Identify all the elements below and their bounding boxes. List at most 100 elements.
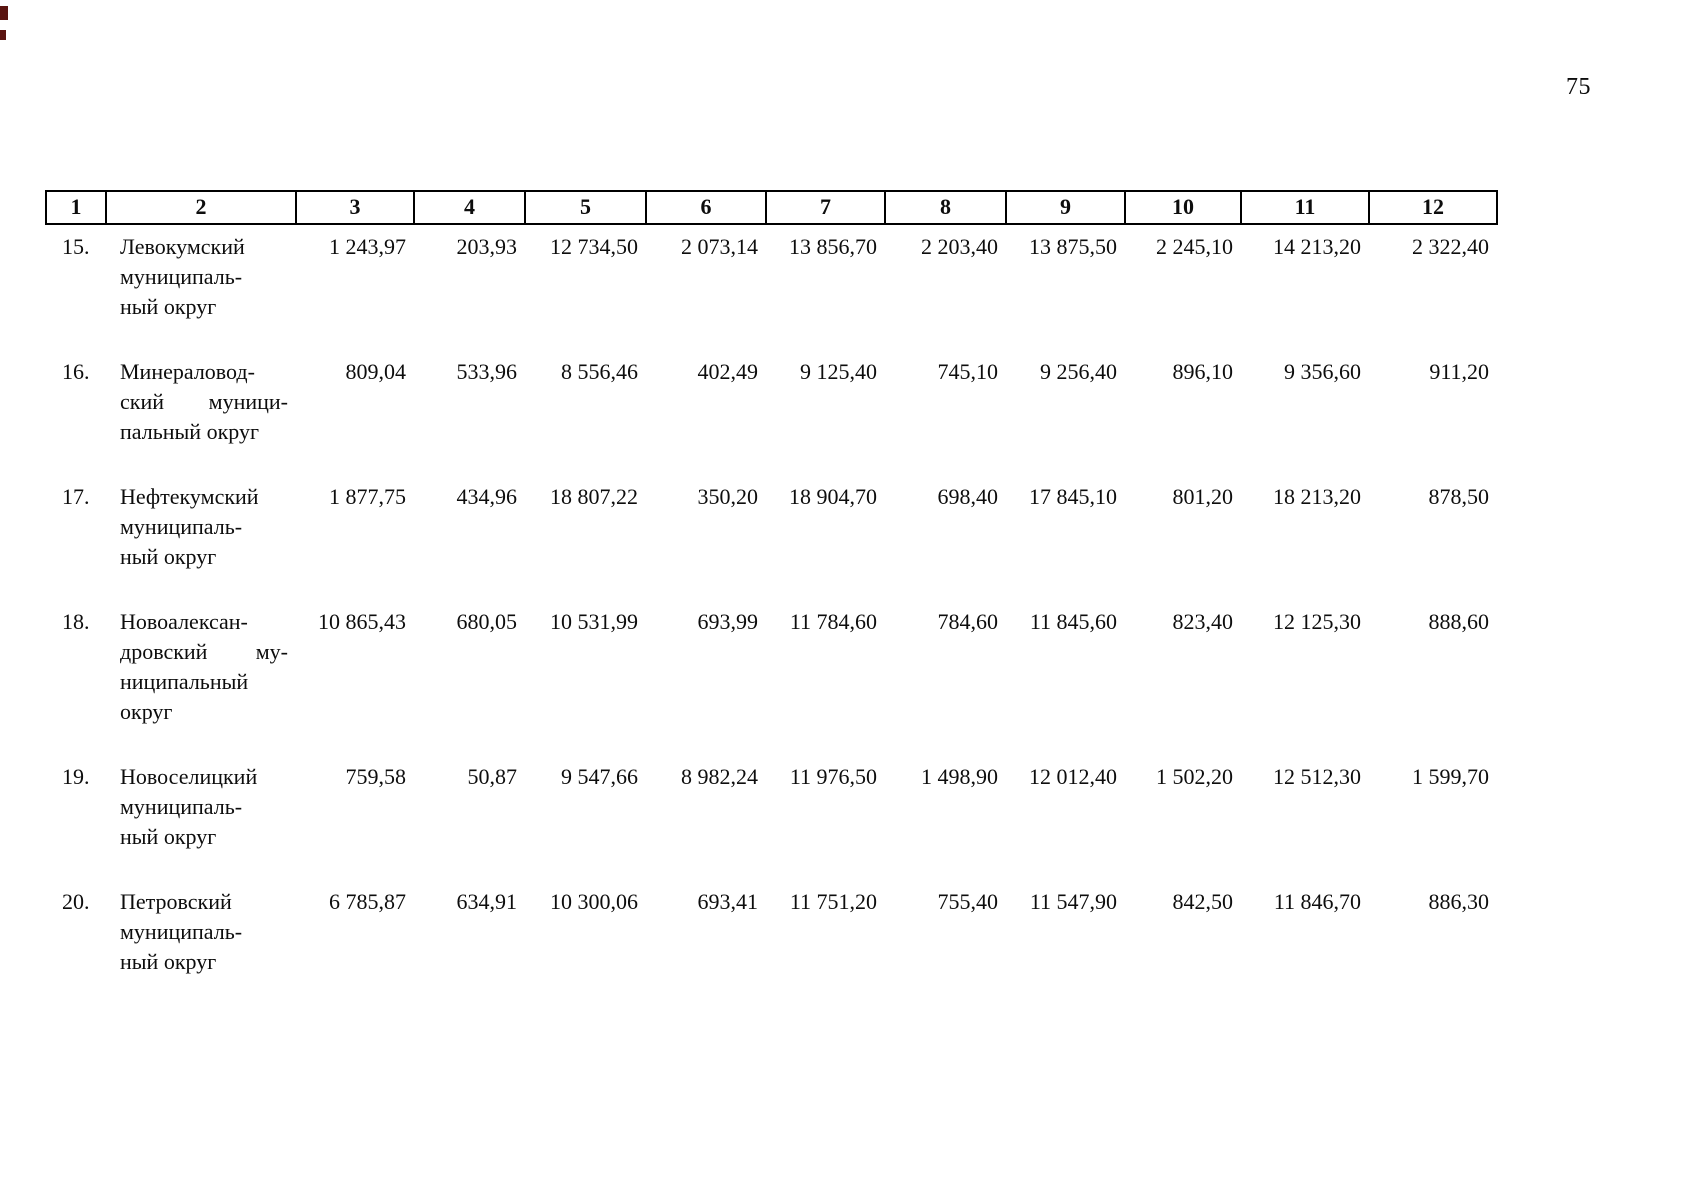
value-cell-col-3: 1 877,75 xyxy=(329,484,406,509)
value-cell-col-5: 10 531,99 xyxy=(550,609,638,634)
value-cell-col-8: 1 498,90 xyxy=(921,764,998,789)
district-name: Нефтекумский муниципаль-ный округ xyxy=(106,475,296,600)
value-cell-col-9: 17 845,10 xyxy=(1029,484,1117,509)
district-name-line: муниципаль- xyxy=(120,264,243,289)
row-number: 19. xyxy=(62,764,90,789)
value-cell-col-4: 50,87 xyxy=(467,764,518,789)
district-name: Новоселицкий муниципаль-ный округ xyxy=(106,755,296,880)
value-cell-col-12: 886,30 xyxy=(1428,889,1490,914)
district-name: Минераловод-ский муници-пальный округ xyxy=(106,350,296,475)
header-cell-11: 11 xyxy=(1240,190,1370,225)
value-cell-col-12: 1 599,70 xyxy=(1412,764,1489,789)
value-cell-col-6: 350,20 xyxy=(697,484,759,509)
header-cell-8: 8 xyxy=(884,190,1007,225)
header-cell-7: 7 xyxy=(765,190,886,225)
value-cell-col-6: 2 073,14 xyxy=(681,234,758,259)
district-name-line: округ xyxy=(120,699,173,724)
value-cell-col-11: 11 846,70 xyxy=(1273,889,1361,914)
value-cell-col-5: 9 547,66 xyxy=(561,764,638,789)
district-name-line: дровский му- xyxy=(120,639,288,664)
value-cell-col-8: 2 203,40 xyxy=(921,234,998,259)
table-body: 15. Левокумский муниципаль-ный округ 1 243,… xyxy=(46,224,1497,1005)
header-cell-10: 10 xyxy=(1124,190,1242,225)
table-row: 20. Петровский муниципаль-ный округ 6 785,8… xyxy=(46,880,1497,1005)
scan-artifact xyxy=(0,6,8,20)
header-cell-3: 3 xyxy=(295,190,415,225)
district-name-line: Левокумский xyxy=(120,234,245,259)
value-cell-col-12: 2 322,40 xyxy=(1412,234,1489,259)
value-cell-col-12: 888,60 xyxy=(1428,609,1490,634)
value-cell-col-6: 8 982,24 xyxy=(681,764,758,789)
value-cell-col-10: 842,50 xyxy=(1172,889,1234,914)
table-row: 16. Минераловод-ский муници-пальный округ… xyxy=(46,350,1497,475)
district-name-line: муниципаль- xyxy=(120,514,243,539)
value-cell-col-7: 11 784,60 xyxy=(789,609,877,634)
district-name: Петровский муниципаль-ный округ xyxy=(106,880,296,1005)
header-cell-6: 6 xyxy=(645,190,767,225)
row-number: 20. xyxy=(62,889,90,914)
value-cell-col-8: 755,40 xyxy=(937,889,999,914)
district-name: Новоалексан-дровский му-ниципальный округ xyxy=(106,600,296,755)
value-cell-col-6: 402,49 xyxy=(697,359,759,384)
value-cell-col-11: 9 356,60 xyxy=(1284,359,1361,384)
district-name: Левокумский муниципаль-ный округ xyxy=(106,224,296,350)
value-cell-col-9: 11 547,90 xyxy=(1029,889,1117,914)
row-number: 18. xyxy=(62,609,90,634)
value-cell-col-5: 10 300,06 xyxy=(550,889,638,914)
value-cell-col-10: 1 502,20 xyxy=(1156,764,1233,789)
value-cell-col-8: 784,60 xyxy=(937,609,999,634)
table-row: 17. Нефтекумский муниципаль-ный округ 1 877… xyxy=(46,475,1497,600)
value-cell-col-10: 2 245,10 xyxy=(1156,234,1233,259)
value-cell-col-9: 11 845,60 xyxy=(1029,609,1117,634)
district-name-line: муниципаль- xyxy=(120,919,243,944)
header-cell-5: 5 xyxy=(524,190,647,225)
data-table: 1 2 3 4 5 6 7 8 9 10 11 12 15. Левокумский муниципаль… xyxy=(45,190,1498,1005)
value-cell-col-10: 801,20 xyxy=(1172,484,1234,509)
district-name-line: ный округ xyxy=(120,544,217,569)
district-name-line: ный округ xyxy=(120,949,217,974)
value-cell-col-7: 11 751,20 xyxy=(789,889,877,914)
district-name-line: пальный округ xyxy=(120,419,259,444)
value-cell-col-4: 203,93 xyxy=(456,234,518,259)
value-cell-col-5: 18 807,22 xyxy=(550,484,638,509)
district-name-line: Нефтекумский xyxy=(120,484,259,509)
scan-artifact xyxy=(0,30,6,40)
header-cell-9: 9 xyxy=(1005,190,1126,225)
value-cell-col-3: 809,04 xyxy=(345,359,407,384)
table-row: 18. Новоалексан-дровский му-ниципальный ок… xyxy=(46,600,1497,755)
header-cell-1: 1 xyxy=(45,190,107,225)
value-cell-col-9: 13 875,50 xyxy=(1029,234,1117,259)
header-cell-12: 12 xyxy=(1368,190,1498,225)
district-name-line: Петровский xyxy=(120,889,232,914)
district-name-line: ский муници- xyxy=(120,389,288,414)
row-number: 17. xyxy=(62,484,90,509)
district-name-line: Новоселицкий xyxy=(120,764,258,789)
value-cell-col-12: 911,20 xyxy=(1429,359,1489,384)
value-cell-col-7: 13 856,70 xyxy=(789,234,877,259)
value-cell-col-4: 533,96 xyxy=(456,359,518,384)
value-cell-col-4: 634,91 xyxy=(456,889,518,914)
header-cell-4: 4 xyxy=(413,190,526,225)
header-row: 1 2 3 4 5 6 7 8 9 10 11 12 xyxy=(45,190,1498,225)
value-cell-col-8: 745,10 xyxy=(937,359,999,384)
value-cell-col-11: 14 213,20 xyxy=(1273,234,1361,259)
row-number: 16. xyxy=(62,359,90,384)
district-name-line: Минераловод- xyxy=(120,359,255,384)
value-cell-col-8: 698,40 xyxy=(937,484,999,509)
value-cell-col-5: 8 556,46 xyxy=(561,359,638,384)
value-cell-col-10: 823,40 xyxy=(1172,609,1234,634)
header-cell-2: 2 xyxy=(105,190,297,225)
page-number: 75 xyxy=(1566,74,1591,100)
value-cell-col-11: 12 512,30 xyxy=(1273,764,1361,789)
value-cell-col-7: 18 904,70 xyxy=(789,484,877,509)
value-cell-col-3: 6 785,87 xyxy=(329,889,406,914)
row-number: 15. xyxy=(62,234,90,259)
value-cell-col-11: 18 213,20 xyxy=(1273,484,1361,509)
district-name-line: ниципальный xyxy=(120,669,249,694)
district-name-line: муниципаль- xyxy=(120,794,243,819)
district-name-line: ный округ xyxy=(120,294,217,319)
value-cell-col-11: 12 125,30 xyxy=(1273,609,1361,634)
value-cell-col-4: 434,96 xyxy=(456,484,518,509)
value-cell-col-3: 10 865,43 xyxy=(318,609,406,634)
value-cell-col-6: 693,41 xyxy=(697,889,759,914)
